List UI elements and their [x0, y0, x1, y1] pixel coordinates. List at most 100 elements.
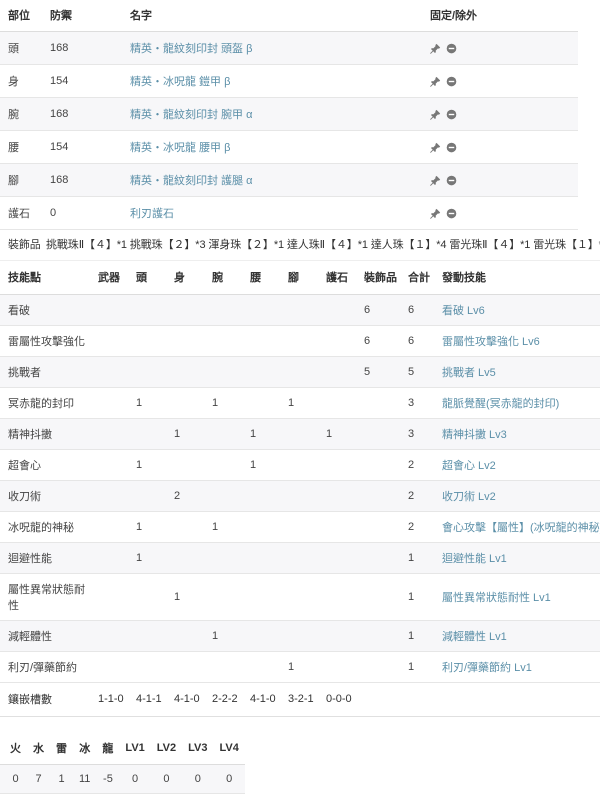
skill-value-leg — [286, 620, 324, 652]
resistance-table-head: 火水雷冰龍 LV1 LV2 LV3 LV4 — [0, 733, 245, 765]
equipment-row: 腳 168 精英・龍紋刻印封 護腿 α — [0, 163, 578, 197]
skill-value-charm: 1 — [324, 418, 362, 450]
skill-active-link[interactable]: 看破 Lv6 — [442, 305, 485, 317]
skill-value-deco — [362, 620, 406, 652]
skill-value-head: 1 — [134, 542, 172, 574]
skill-value-arm — [210, 651, 248, 683]
skills-col-arm: 腕 — [210, 260, 248, 295]
skill-value-body — [172, 651, 210, 683]
equipment-header-row: 部位 防禦 名字 固定/除外 — [0, 0, 578, 32]
slot-count-value: 4-1-0 — [172, 682, 210, 717]
resistance-header: 雷 — [50, 733, 73, 765]
pin-icon[interactable] — [430, 142, 441, 153]
skill-active-link[interactable]: 會心攻擊【屬性】(冰呪龍的神秘) — [442, 522, 600, 534]
equipment-defense: 168 — [42, 163, 122, 197]
equipment-actions — [422, 64, 578, 98]
skill-value-leg — [286, 418, 324, 450]
circle-minus-icon[interactable] — [446, 43, 457, 54]
skill-value-body: 1 — [172, 418, 210, 450]
slot-count-value: 3-2-1 — [286, 682, 324, 717]
circle-minus-icon[interactable] — [446, 175, 457, 186]
skill-active-link[interactable]: 屬性異常狀態耐性 Lv1 — [442, 592, 551, 604]
equipment-row: 身 154 精英・冰呪龍 鎧甲 β — [0, 64, 578, 98]
skill-value-waist — [248, 573, 286, 621]
skill-value-leg: 1 — [286, 387, 324, 419]
skill-point-name: 冰呪龍的神秘 — [0, 511, 96, 543]
skill-value-deco — [362, 651, 406, 683]
skill-active-link[interactable]: 利刃/彈藥節約 Lv1 — [442, 662, 532, 674]
skill-active-link[interactable]: 挑戰者 Lv5 — [442, 367, 496, 379]
skill-value-arm — [210, 325, 248, 357]
skill-value-deco: 6 — [362, 294, 406, 326]
skill-active-link[interactable]: 龍脈覺醒(冥赤龍的封印) — [442, 398, 560, 410]
skills-col-skillpoint: 技能點 — [0, 260, 96, 295]
resistance-header: LV4 — [213, 733, 245, 765]
resistance-header: LV2 — [150, 733, 183, 765]
skill-value-weapon — [96, 620, 134, 652]
skill-active-link[interactable]: 迴避性能 Lv1 — [442, 553, 507, 565]
skill-value-leg: 1 — [286, 651, 324, 683]
skill-value-total: 6 — [406, 294, 436, 326]
slot-count-pad-total — [406, 682, 436, 717]
pin-icon[interactable] — [430, 175, 441, 186]
skill-active-cell: 利刃/彈藥節約 Lv1 — [436, 651, 600, 683]
skill-active-link[interactable]: 減輕體性 Lv1 — [442, 631, 507, 643]
pin-icon[interactable] — [430, 43, 441, 54]
skill-value-deco: 6 — [362, 325, 406, 357]
skill-value-total: 2 — [406, 480, 436, 512]
circle-minus-icon[interactable] — [446, 208, 457, 219]
skill-row: 超會心 1 1 2 超會心 Lv2 — [0, 449, 600, 481]
skill-value-total: 1 — [406, 620, 436, 652]
skill-value-deco — [362, 480, 406, 512]
skills-col-deco: 裝飾品 — [362, 260, 406, 295]
skill-value-body — [172, 449, 210, 481]
equipment-name-link[interactable]: 精英・龍紋刻印封 頭盔 β — [130, 43, 253, 55]
equipment-name-link[interactable]: 精英・冰呪龍 腰甲 β — [130, 142, 231, 154]
decorations-label: 裝飾品 — [8, 239, 41, 251]
pin-icon[interactable] — [430, 76, 441, 87]
equipment-name-link[interactable]: 精英・冰呪龍 鎧甲 β — [130, 76, 231, 88]
resistance-value: 7 — [27, 764, 50, 794]
equipment-name-link[interactable]: 利刃護石 — [130, 208, 174, 220]
skills-header-row: 技能點 武器 頭 身 腕 腰 腳 護石 裝飾品 合計 發動技能 — [0, 260, 600, 295]
skill-row: 挑戰者 5 5 挑戰者 Lv5 — [0, 356, 600, 388]
equipment-part: 腳 — [0, 163, 42, 197]
skill-value-charm — [324, 620, 362, 652]
pin-icon[interactable] — [430, 109, 441, 120]
skill-value-body — [172, 356, 210, 388]
skill-value-head — [134, 325, 172, 357]
equipment-name-link[interactable]: 精英・龍紋刻印封 護腿 α — [130, 175, 253, 187]
skill-active-cell: 精神抖擻 Lv3 — [436, 418, 600, 450]
skill-value-body: 2 — [172, 480, 210, 512]
slot-count-pad-active — [436, 682, 600, 717]
equipment-name-cell: 利刃護石 — [122, 196, 422, 230]
skill-row: 精神抖擻 1 1 1 3 精神抖擻 Lv3 — [0, 418, 600, 450]
skill-active-link[interactable]: 雷屬性攻擊強化 Lv6 — [442, 336, 540, 348]
skill-value-head — [134, 356, 172, 388]
circle-minus-icon[interactable] — [446, 76, 457, 87]
circle-minus-icon[interactable] — [446, 142, 457, 153]
skill-point-name: 看破 — [0, 294, 96, 326]
slot-count-pad-deco — [362, 682, 406, 717]
skill-active-link[interactable]: 精神抖擻 Lv3 — [442, 429, 507, 441]
equipment-table-head: 部位 防禦 名字 固定/除外 — [0, 0, 578, 32]
pin-icon[interactable] — [430, 208, 441, 219]
equipment-defense: 0 — [42, 196, 122, 230]
skill-active-cell: 減輕體性 Lv1 — [436, 620, 600, 652]
skill-value-waist — [248, 651, 286, 683]
decorations-row: 裝飾品 挑戰珠Ⅱ【４】*1 挑戰珠【２】*3 渾身珠【２】*1 達人珠Ⅱ【４】*1… — [0, 230, 600, 258]
slot-count-row: 鑲嵌槽數 1-1-0 4-1-1 4-1-0 2-2-2 4-1-0 3-2-1 0-0-0 — [0, 682, 600, 717]
skill-value-charm — [324, 356, 362, 388]
equipment-name-cell: 精英・龍紋刻印封 頭盔 β — [122, 31, 422, 65]
circle-minus-icon[interactable] — [446, 109, 457, 120]
skill-active-link[interactable]: 超會心 Lv2 — [442, 460, 496, 472]
skill-value-total: 1 — [406, 573, 436, 621]
skill-active-link[interactable]: 收刀術 Lv2 — [442, 491, 496, 503]
skill-value-waist — [248, 356, 286, 388]
skill-value-deco — [362, 511, 406, 543]
equipment-name-link[interactable]: 精英・龍紋刻印封 腕甲 α — [130, 109, 253, 121]
skills-table-head: 技能點 武器 頭 身 腕 腰 腳 護石 裝飾品 合計 發動技能 — [0, 260, 600, 295]
skill-row: 收刀術 2 2 收刀術 Lv2 — [0, 480, 600, 512]
equipment-actions — [422, 31, 578, 65]
slot-count-value: 2-2-2 — [210, 682, 248, 717]
